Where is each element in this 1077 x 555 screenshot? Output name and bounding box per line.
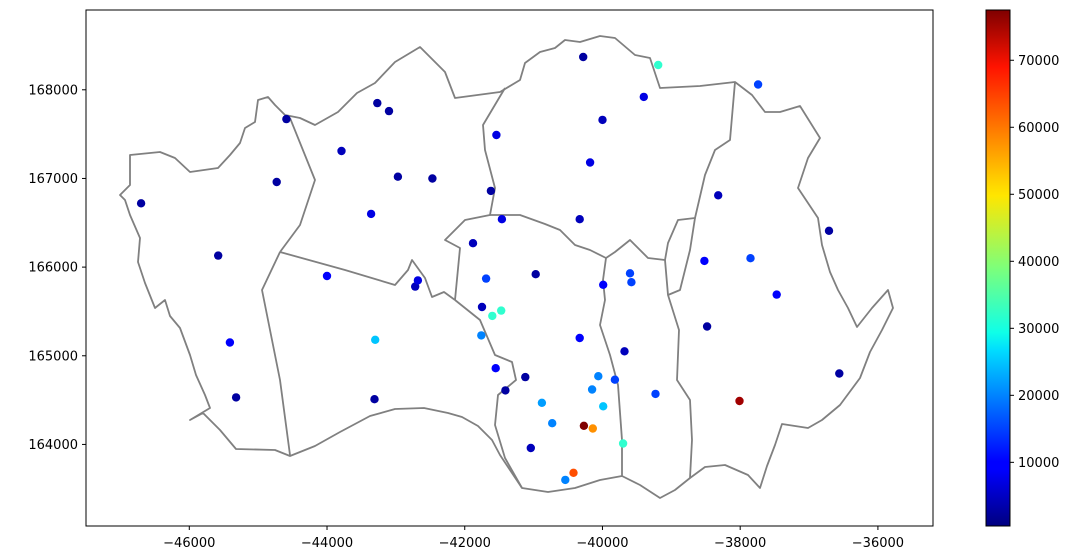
data-point-38 xyxy=(575,333,584,343)
colorbar xyxy=(985,9,1011,527)
data-point-57 xyxy=(735,396,744,406)
x-tick-label: −40000 xyxy=(576,536,628,551)
data-point-31 xyxy=(548,419,557,428)
data-point-10 xyxy=(384,106,394,116)
data-point-54 xyxy=(700,256,709,266)
data-point-17 xyxy=(468,239,478,248)
data-point-28 xyxy=(521,372,530,382)
data-point-2 xyxy=(225,338,235,347)
data-point-61 xyxy=(824,226,834,235)
data-point-18 xyxy=(486,186,496,196)
data-point-41 xyxy=(587,385,597,394)
data-point-21 xyxy=(481,274,491,283)
colorbar-tick-label: 60000 xyxy=(1018,121,1059,136)
boundary-line xyxy=(279,117,316,253)
data-point-19 xyxy=(497,215,507,224)
data-point-53 xyxy=(654,60,663,70)
data-point-7 xyxy=(337,146,346,156)
y-tick-label: 165000 xyxy=(28,349,78,364)
y-tick-label: 167000 xyxy=(28,172,78,187)
y-tick-label: 164000 xyxy=(28,438,78,453)
data-point-35 xyxy=(579,421,589,430)
boundary-line xyxy=(454,299,523,489)
data-point-59 xyxy=(753,80,763,89)
colorbar-tick-label: 70000 xyxy=(1018,54,1059,69)
data-point-39 xyxy=(579,52,588,62)
data-point-46 xyxy=(610,375,620,384)
data-point-37 xyxy=(575,215,584,224)
data-point-8 xyxy=(366,209,376,219)
colorbar-tick-label: 30000 xyxy=(1018,322,1059,337)
data-point-33 xyxy=(561,475,570,485)
x-tick-label: −38000 xyxy=(714,536,766,551)
data-point-23 xyxy=(488,311,497,321)
x-axis: −46000 −44000 −42000 −40000 −38000 −36000 xyxy=(163,526,904,551)
data-point-30 xyxy=(537,398,547,407)
colorbar-tick-label: 50000 xyxy=(1018,188,1059,203)
data-point-24 xyxy=(497,306,506,315)
data-point-47 xyxy=(618,439,628,448)
data-point-36 xyxy=(588,424,597,433)
boundary-line xyxy=(279,251,456,301)
plot-area xyxy=(86,10,933,526)
colorbar-tick-label: 40000 xyxy=(1018,255,1059,270)
data-point-32 xyxy=(526,443,535,453)
colorbar-tick-label: 20000 xyxy=(1018,389,1059,404)
data-point-16 xyxy=(413,276,423,285)
data-point-11 xyxy=(393,172,403,181)
x-tick-label: −36000 xyxy=(852,536,904,551)
data-point-5 xyxy=(272,177,281,187)
data-point-45 xyxy=(599,280,608,289)
data-point-29 xyxy=(531,270,540,279)
data-point-52 xyxy=(651,389,660,399)
data-point-12 xyxy=(371,335,380,344)
data-point-62 xyxy=(835,369,844,378)
boundary-line xyxy=(667,217,696,296)
data-point-55 xyxy=(702,322,712,331)
data-point-6 xyxy=(322,271,332,281)
y-tick-label: 168000 xyxy=(28,83,78,98)
data-point-22 xyxy=(477,302,487,312)
data-point-3 xyxy=(231,393,241,402)
colorbar-tick-label: 10000 xyxy=(1018,456,1059,471)
x-tick-label: −42000 xyxy=(439,536,491,551)
data-point-26 xyxy=(491,364,500,373)
data-point-4 xyxy=(282,114,291,124)
boundary-line xyxy=(261,251,291,456)
plot-frame xyxy=(85,9,934,527)
data-point-50 xyxy=(627,278,636,287)
data-point-56 xyxy=(714,191,723,200)
district-boundaries xyxy=(119,35,894,499)
data-point-42 xyxy=(594,372,603,381)
data-point-9 xyxy=(373,98,382,108)
data-point-58 xyxy=(746,254,755,263)
data-point-13 xyxy=(370,395,379,404)
data-point-14 xyxy=(428,174,437,183)
data-point-51 xyxy=(639,92,648,102)
data-point-49 xyxy=(625,269,635,278)
data-point-43 xyxy=(599,402,608,411)
data-point-60 xyxy=(772,290,781,299)
data-point-0 xyxy=(136,199,146,208)
colorbar-axis: 10000 20000 30000 40000 50000 60000 70000 xyxy=(1010,54,1059,471)
data-point-40 xyxy=(585,158,595,167)
data-point-34 xyxy=(569,468,578,477)
data-point-48 xyxy=(620,347,629,356)
data-point-44 xyxy=(598,115,607,125)
data-point-1 xyxy=(214,251,223,260)
data-point-20 xyxy=(492,130,501,140)
boundary-line xyxy=(605,81,736,261)
data-point-27 xyxy=(501,386,510,395)
x-tick-label: −44000 xyxy=(301,536,353,551)
data-point-25 xyxy=(477,331,486,340)
scatter-points xyxy=(136,52,844,485)
y-tick-label: 166000 xyxy=(28,261,78,276)
y-axis: 164000 165000 166000 167000 168000 xyxy=(28,83,86,453)
boundary-outline xyxy=(119,35,894,499)
x-tick-label: −46000 xyxy=(163,536,215,551)
